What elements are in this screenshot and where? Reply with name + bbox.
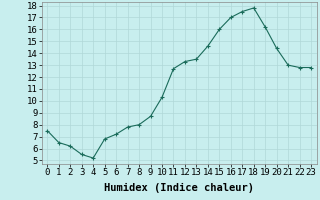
X-axis label: Humidex (Indice chaleur): Humidex (Indice chaleur) (104, 183, 254, 193)
